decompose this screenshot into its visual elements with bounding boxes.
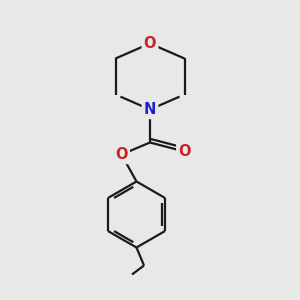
Text: O: O	[144, 36, 156, 51]
Text: O: O	[178, 144, 191, 159]
Text: O: O	[115, 147, 128, 162]
Text: N: N	[144, 102, 156, 117]
